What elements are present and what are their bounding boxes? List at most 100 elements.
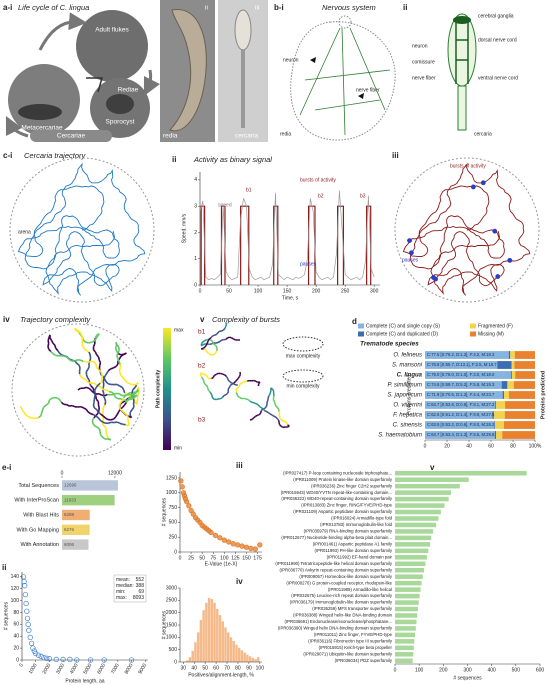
- trajectory-segment: [78, 365, 81, 369]
- x-tick-label: 1000: [28, 662, 39, 675]
- burst-segment: [271, 388, 275, 392]
- burst-segment: [267, 395, 270, 399]
- histogram-bar: [194, 642, 197, 662]
- bar-label: C:62.6 [S:61.2, D:1.4], F:9.9, M:27.6: [427, 412, 495, 417]
- point: [212, 532, 219, 539]
- burst-segment: [225, 337, 229, 340]
- category-label: (IPR036390) Winged helix DNA-binding dom…: [278, 626, 393, 631]
- bar: [395, 567, 424, 573]
- burst-segment: [233, 380, 237, 384]
- trajectory-segment: [95, 384, 99, 389]
- point: [28, 640, 35, 647]
- burst-segment: [273, 401, 276, 405]
- bar: [62, 524, 90, 535]
- trajectory-segment: [66, 403, 70, 407]
- trajectory-segment: [66, 356, 70, 361]
- trajectory-segment: [118, 402, 122, 406]
- burst-segment: [216, 398, 219, 401]
- trajectory-segment: [99, 380, 103, 384]
- trajectory-segment: [86, 386, 90, 390]
- burst-segment: [211, 341, 215, 344]
- bar-segment: [425, 431, 495, 439]
- y-tick-label: 0: [174, 549, 177, 555]
- trajectory-segment: [80, 359, 84, 363]
- trajectory-segment: [119, 372, 123, 377]
- trajectory-segment: [93, 387, 97, 391]
- y-tick-label: 0: [194, 282, 197, 288]
- stats-label: median:: [116, 583, 134, 589]
- burst-segment: [225, 392, 228, 396]
- legend-swatch: [358, 323, 364, 329]
- x-axis-title: Positives/alignment-length, %: [188, 672, 254, 678]
- y-tick-label: 40: [13, 634, 19, 640]
- y-tick-label: 500: [169, 520, 178, 526]
- x-tick-label: 9000: [137, 662, 148, 675]
- bar: [395, 600, 419, 605]
- point: [252, 546, 259, 552]
- bar: [62, 509, 90, 521]
- burst-segment: [266, 400, 269, 403]
- trajectory-segment: [105, 381, 109, 385]
- bar-label: C:64.7 [S:63.8, D:0.9], F:8.1, M:27.2: [427, 402, 495, 407]
- category-label: (IPR000276) G protein-coupled receptor, …: [286, 580, 392, 585]
- burst-segment: [225, 375, 229, 379]
- trajectory-segment: [94, 425, 98, 428]
- point: [230, 541, 236, 547]
- trajectory-segment: [115, 363, 119, 367]
- burst-segment: [204, 373, 207, 377]
- diagram-label: ventral nerve cord: [478, 75, 518, 81]
- trajectory-segment: [103, 378, 107, 383]
- burst-segment: [214, 344, 218, 348]
- bird: [86, 77, 103, 93]
- trajectory-segment: [45, 402, 50, 406]
- category-label: (IPR011009) Protein kinase-like domain s…: [293, 477, 393, 482]
- trajectory-segment: [131, 406, 135, 411]
- burst-segment: [202, 343, 206, 346]
- burst-segment: [207, 352, 211, 356]
- point: [22, 583, 28, 589]
- trajectory-segment: [83, 377, 87, 381]
- burst-segment: [257, 404, 260, 407]
- bar-segment: [494, 431, 497, 439]
- trajectory-segment: [104, 417, 109, 421]
- burst-segment: [204, 349, 208, 352]
- trajectory-segment: [92, 422, 96, 427]
- histogram-bar: [240, 650, 244, 662]
- burst-segment: [217, 330, 220, 334]
- trajectory-segment: [136, 392, 140, 397]
- burst-segment: [287, 425, 290, 428]
- burst-segment: [212, 397, 215, 400]
- point: [128, 657, 135, 663]
- y-axis-title: # sequences: [3, 601, 9, 630]
- bar: [395, 561, 426, 567]
- point: [25, 621, 31, 627]
- diagram-label: redia: [280, 131, 291, 137]
- bar-segment: [502, 391, 505, 399]
- category-label: (IPR013083) Zinc finger, RING/FYVE/PHD-t…: [301, 503, 392, 508]
- category-label: (IPR015943) WD40/YVTN repeat-like-contai…: [281, 490, 392, 495]
- y-tick-label: 1: [194, 256, 197, 262]
- y-axis-title: Proteins predicted: [540, 371, 546, 419]
- trajectory-segment: [100, 371, 103, 376]
- trajectory-segment: [93, 382, 97, 386]
- category-label: C. sinensis: [393, 423, 422, 429]
- burst-segment: [215, 350, 218, 354]
- burst-segment: [212, 342, 216, 346]
- trajectory-segment: [47, 340, 50, 344]
- burst-segment: [211, 376, 214, 380]
- x-axis-title: # sequences: [453, 675, 482, 681]
- burst-segment: [221, 329, 224, 332]
- bar-segment: [511, 361, 515, 369]
- nerve: [299, 27, 391, 136]
- trajectory-segment: [128, 393, 132, 396]
- burst-segment: [253, 402, 257, 405]
- bar: [395, 574, 423, 579]
- trajectory-segment: [97, 417, 101, 421]
- x-tick-label: 0: [179, 555, 182, 561]
- x-axis-title: Time, s: [282, 295, 299, 301]
- colorbar-min: min: [174, 445, 182, 451]
- x-tick-label: 80: [510, 443, 516, 449]
- burst-segment: [199, 374, 203, 378]
- bar-label: C:78.8 [S:65.7, D:13.1], F:2.5, M:18.7: [427, 362, 497, 367]
- bar: [395, 626, 416, 631]
